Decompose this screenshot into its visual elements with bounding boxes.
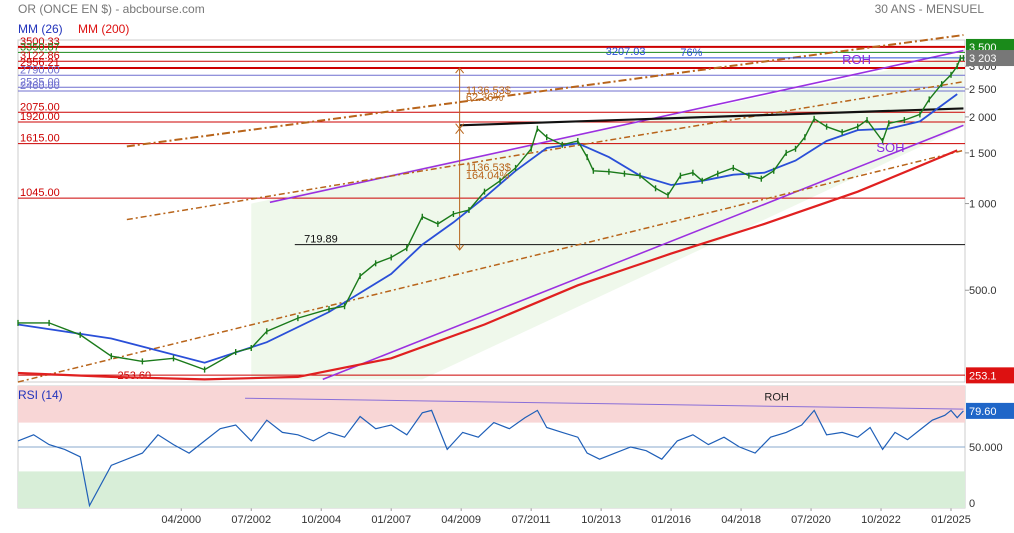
rsi-tick-0: 0 [969,498,975,510]
x-tick-label-5: 07/2011 [512,514,551,526]
rsi-panel: ROH 79.60 50.000 0 [17,385,1014,510]
x-tick-label-9: 07/2020 [791,514,831,526]
rsi-annotation-roh: ROH [764,392,789,404]
annotation-7: 164.04% [466,170,510,182]
channel-shading [251,54,964,380]
price-badge-label-2: 253.1 [969,370,997,382]
level-label-0: 3500.33 [20,36,60,48]
fib-lower [17,149,964,383]
x-tick-label-10: 10/2022 [861,514,901,526]
legend-ma-fast: MM (26) [18,22,63,36]
y-tick-label-4: 1 000 [969,199,997,211]
level-label-6: 2460.00 [20,80,60,92]
level-label-7: 2075.00 [20,101,60,113]
chart-panels [17,39,966,383]
level-label-12: 253.60 [118,370,152,382]
legend-ma-slow: MM (200) [78,22,130,36]
rsi-oversold-zone [18,471,965,508]
x-tick-label-6: 10/2013 [581,514,621,526]
annotation-6: 1136.53$ [466,162,511,174]
annotation-5: 62.36% [466,92,504,104]
x-tick-label-0: 04/2000 [161,514,201,526]
measure-arrow-lower-head-top [455,127,465,135]
ma200-line [17,149,958,381]
level-lines: 3500.333350.873122.862956.212790.002535.… [18,36,965,382]
level-label-3: 2956.21 [20,57,60,69]
level-label-4: 2790.00 [20,64,60,76]
channel-lower [322,124,964,381]
fib-mid [126,80,964,221]
rsi-value-badge-label: 79.60 [969,406,997,418]
ma26-line [17,93,958,364]
trendline-black [459,107,964,127]
level-label-1: 3350.87 [20,41,60,53]
price-series [17,55,965,381]
level-label-8: 1920.00 [20,111,60,123]
chart-period: 30 ANS - MENSUEL [874,2,984,16]
y-tick-label-1: 2 500 [969,84,997,96]
rsi-label: RSI (14) [18,388,63,402]
rsi-tick-50: 50.000 [969,442,1003,454]
y-tick-label-5: 500.0 [969,285,997,297]
level-label-10: 1045.00 [20,187,60,199]
level-label-11: 719.89 [304,234,338,246]
x-tick-label-1: 07/2002 [231,514,271,526]
rsi-line [17,409,964,508]
price-line [18,57,964,371]
measure-arrow-lower-head-bottom [455,244,465,251]
annotation-2: ROH [842,52,871,67]
x-tick-label-4: 04/2009 [441,514,481,526]
level-label-5: 2535.00 [20,76,60,88]
x-tick-label-11: 01/2025 [931,514,971,526]
x-tick-label-2: 10/2004 [301,514,341,526]
price-badge-2 [966,367,1014,384]
chart-title: OR (ONCE EN $) - abcbourse.com [18,2,205,16]
y-tick-label-2: 2 000 [969,112,997,124]
y-tick-label-3: 1 500 [969,148,997,160]
measure-arrow-upper-head-top [455,67,465,74]
level-label-2: 3122.86 [20,50,60,62]
rsi-overbought-zone [18,386,965,423]
annotation-0: 3207.03 [606,46,646,58]
fib-upper [126,34,964,148]
chart-annotations: 3207.03 76% ROHSOH1136.53$62.36%1136.53$16… [466,46,905,182]
x-tick-label-8: 04/2018 [721,514,761,526]
annotation-1: 76% [680,47,702,59]
rsi-value-badge [966,402,1014,419]
x-tick-label-7: 01/2016 [651,514,691,526]
x-tick-label-3: 01/2007 [371,514,411,526]
price-badge-label-1: 3 203 [969,53,997,65]
level-label-9: 1615.00 [20,133,60,145]
rsi-trendline [245,397,964,410]
annotation-3: SOH [876,140,904,155]
annotation-4: 1136.53$ [466,85,511,97]
price-badge-1 [966,50,1014,67]
trend-channel [17,34,965,383]
